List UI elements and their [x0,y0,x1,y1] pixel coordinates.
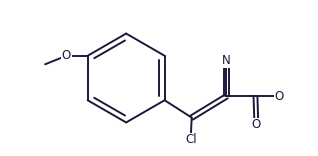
Text: O: O [62,49,71,62]
Text: N: N [222,54,231,67]
Text: O: O [252,118,261,132]
Text: O: O [275,90,284,103]
Text: Cl: Cl [185,133,197,146]
